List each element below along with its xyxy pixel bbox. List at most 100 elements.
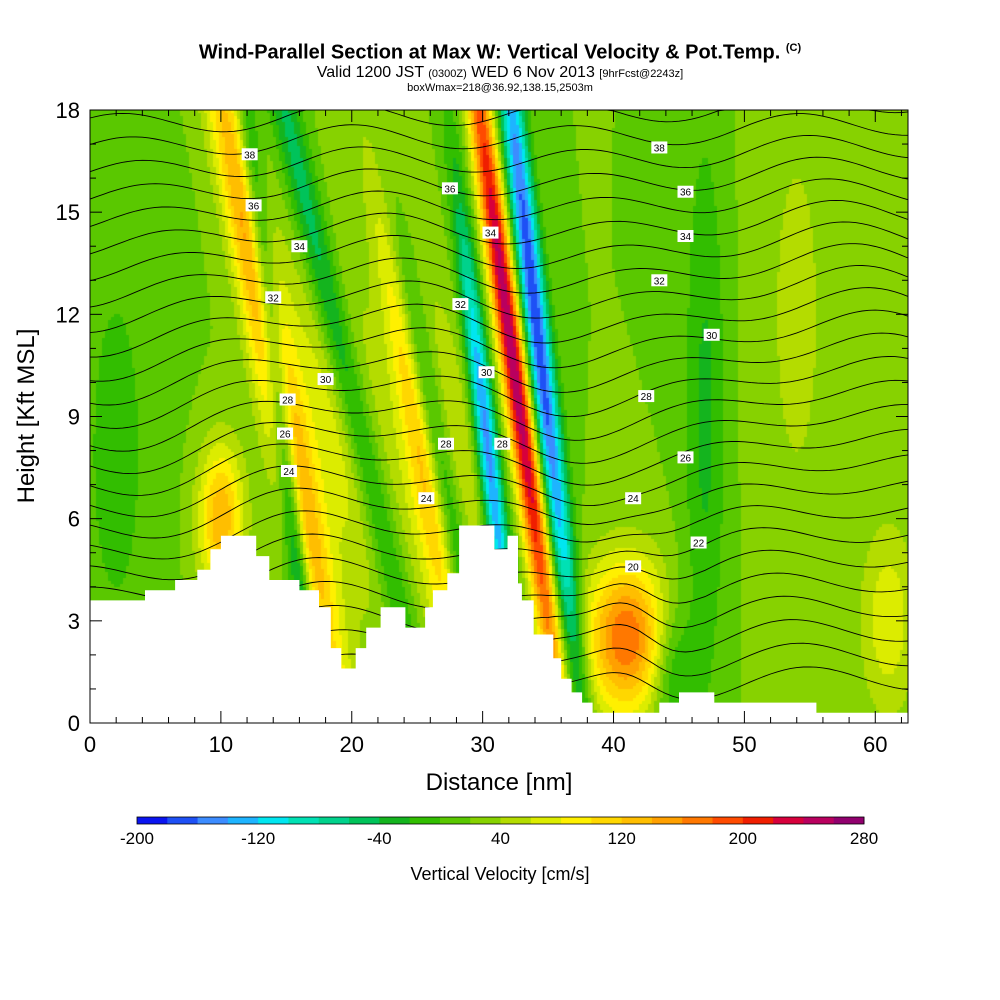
contour-label-box — [452, 298, 469, 311]
contour-label-text: 26 — [680, 453, 692, 464]
contour-label-box — [690, 536, 707, 549]
contour-labels: 38 36 34 32 30 28 26 24 36 34 32 30 28 28 24 38 36 34 32 30… — [241, 141, 720, 573]
colorbar-swatch — [137, 817, 168, 824]
colorbar-swatch — [773, 817, 804, 824]
contour-label-text: 26 — [279, 430, 291, 441]
contour-label-box — [625, 492, 642, 505]
isentrope-line — [89, 379, 909, 452]
contour-label: 28 — [437, 437, 454, 451]
colorbar-swatch — [379, 817, 411, 824]
isentrope-line — [89, 428, 909, 496]
colorbar-swatch — [349, 817, 380, 824]
isentrope-line — [89, 356, 909, 429]
contour-label: 30 — [703, 328, 720, 342]
contour-label: 32 — [452, 298, 469, 311]
contour-label-text: 38 — [244, 150, 256, 161]
colorbar-tick-label: -200 — [120, 829, 154, 848]
isentrope-line — [89, 480, 909, 539]
colorbar-swatch — [318, 817, 350, 824]
contour-label-box — [677, 451, 694, 464]
y-tick-label: 6 — [68, 507, 80, 532]
contour-label-box — [441, 182, 458, 195]
contour-label: 38 — [651, 141, 668, 154]
isentrope-line — [89, 199, 909, 255]
contour-label: 34 — [482, 226, 499, 240]
valid-date: WED 6 Nov 2013 — [471, 63, 595, 81]
y-tick-label: 0 — [68, 711, 80, 736]
contour-label-box — [277, 427, 294, 440]
contour-label-box — [482, 226, 499, 239]
contour-label-box — [245, 199, 262, 212]
colorbar-swatch — [530, 817, 562, 824]
y-axis-label: Height [Kft MSL] — [13, 329, 40, 504]
contour-label-text: 30 — [706, 331, 718, 342]
contour-label-text: 34 — [485, 229, 497, 240]
contour-label-box — [241, 148, 258, 161]
colorbar-swatch — [803, 817, 835, 824]
y-tick-label: 12 — [56, 302, 80, 327]
contour-label: 36 — [677, 185, 694, 199]
colorbar-swatch — [742, 817, 774, 824]
contour-label: 38 — [241, 148, 258, 161]
contour-label-text: 28 — [440, 440, 452, 451]
chart-title: Wind-Parallel Section at Max W: Vertical… — [0, 36, 1000, 65]
isentrope-line — [89, 178, 909, 228]
contour-label-box — [317, 373, 334, 386]
contour-label: 28 — [494, 437, 511, 451]
colorbar-swatch — [621, 817, 653, 824]
contour-label-box — [651, 274, 668, 287]
isentrope-line — [89, 156, 909, 200]
contour-label: 28 — [638, 390, 655, 403]
contour-label-box — [494, 437, 511, 450]
contour-label-text: 32 — [455, 300, 467, 311]
contour-label-text: 24 — [628, 494, 640, 505]
isentrope-line — [89, 134, 909, 177]
contour-label-text: 36 — [444, 184, 456, 195]
isentrope-line — [89, 404, 908, 475]
contour-label-text: 28 — [282, 395, 294, 406]
isentrope-line — [89, 243, 909, 308]
copyright-mark: (C) — [785, 42, 802, 54]
chart-title-block: Wind-Parallel Section at Max W: Vertical… — [0, 36, 1000, 94]
contour-label-box — [265, 291, 282, 304]
title-main-text: Wind-Parallel Section at Max W: Vertical… — [198, 41, 781, 64]
contour-label: 34 — [291, 240, 308, 253]
contour-label: 36 — [441, 182, 458, 195]
colorbar-tick-label: 200 — [729, 829, 757, 848]
utc-time: (0300Z) — [428, 67, 467, 80]
forecast-info: [9hrFcst@2243z] — [599, 67, 684, 80]
contour-label-text: 36 — [680, 188, 692, 199]
contour-label-text: 32 — [654, 276, 666, 287]
colorbar-swatch — [682, 817, 714, 824]
contour-label: 36 — [245, 199, 262, 212]
colorbar-swatch — [258, 817, 289, 824]
colorbar-tick-label: 40 — [491, 829, 510, 848]
isentrope-line — [89, 265, 909, 334]
contour-label: 22 — [690, 536, 707, 550]
colorbar-swatch — [712, 817, 744, 824]
contour-label-text: 30 — [481, 368, 493, 379]
colorbar-tick-label: 280 — [850, 829, 878, 848]
x-tick-label: 40 — [601, 732, 625, 757]
contour-label-box — [638, 390, 655, 403]
y-tick-label: 18 — [56, 98, 80, 123]
contour-label-box — [437, 437, 454, 450]
contour-label-box — [291, 240, 308, 253]
contour-label-box — [677, 185, 694, 198]
y-tick-labels: 0 3 6 9 12 15 18 — [56, 98, 80, 736]
contour-label-text: 38 — [654, 143, 666, 154]
contour-label: 30 — [478, 366, 495, 379]
contour-label-text: 36 — [248, 201, 260, 212]
contour-label: 32 — [651, 274, 668, 287]
x-tick-label: 30 — [470, 732, 494, 757]
contour-label-text: 32 — [268, 293, 280, 304]
contour-label-text: 28 — [641, 392, 653, 403]
contour-label: 28 — [279, 393, 296, 406]
colorbar-swatch — [470, 817, 501, 824]
contour-label-box — [280, 464, 297, 477]
colorbar-label: Vertical Velocity [cm/s] — [410, 864, 589, 884]
colorbar-swatch — [439, 817, 471, 824]
colorbar-tick-label: -120 — [241, 829, 275, 848]
isentrope-line — [89, 113, 909, 155]
colorbar-swatch — [651, 817, 683, 824]
